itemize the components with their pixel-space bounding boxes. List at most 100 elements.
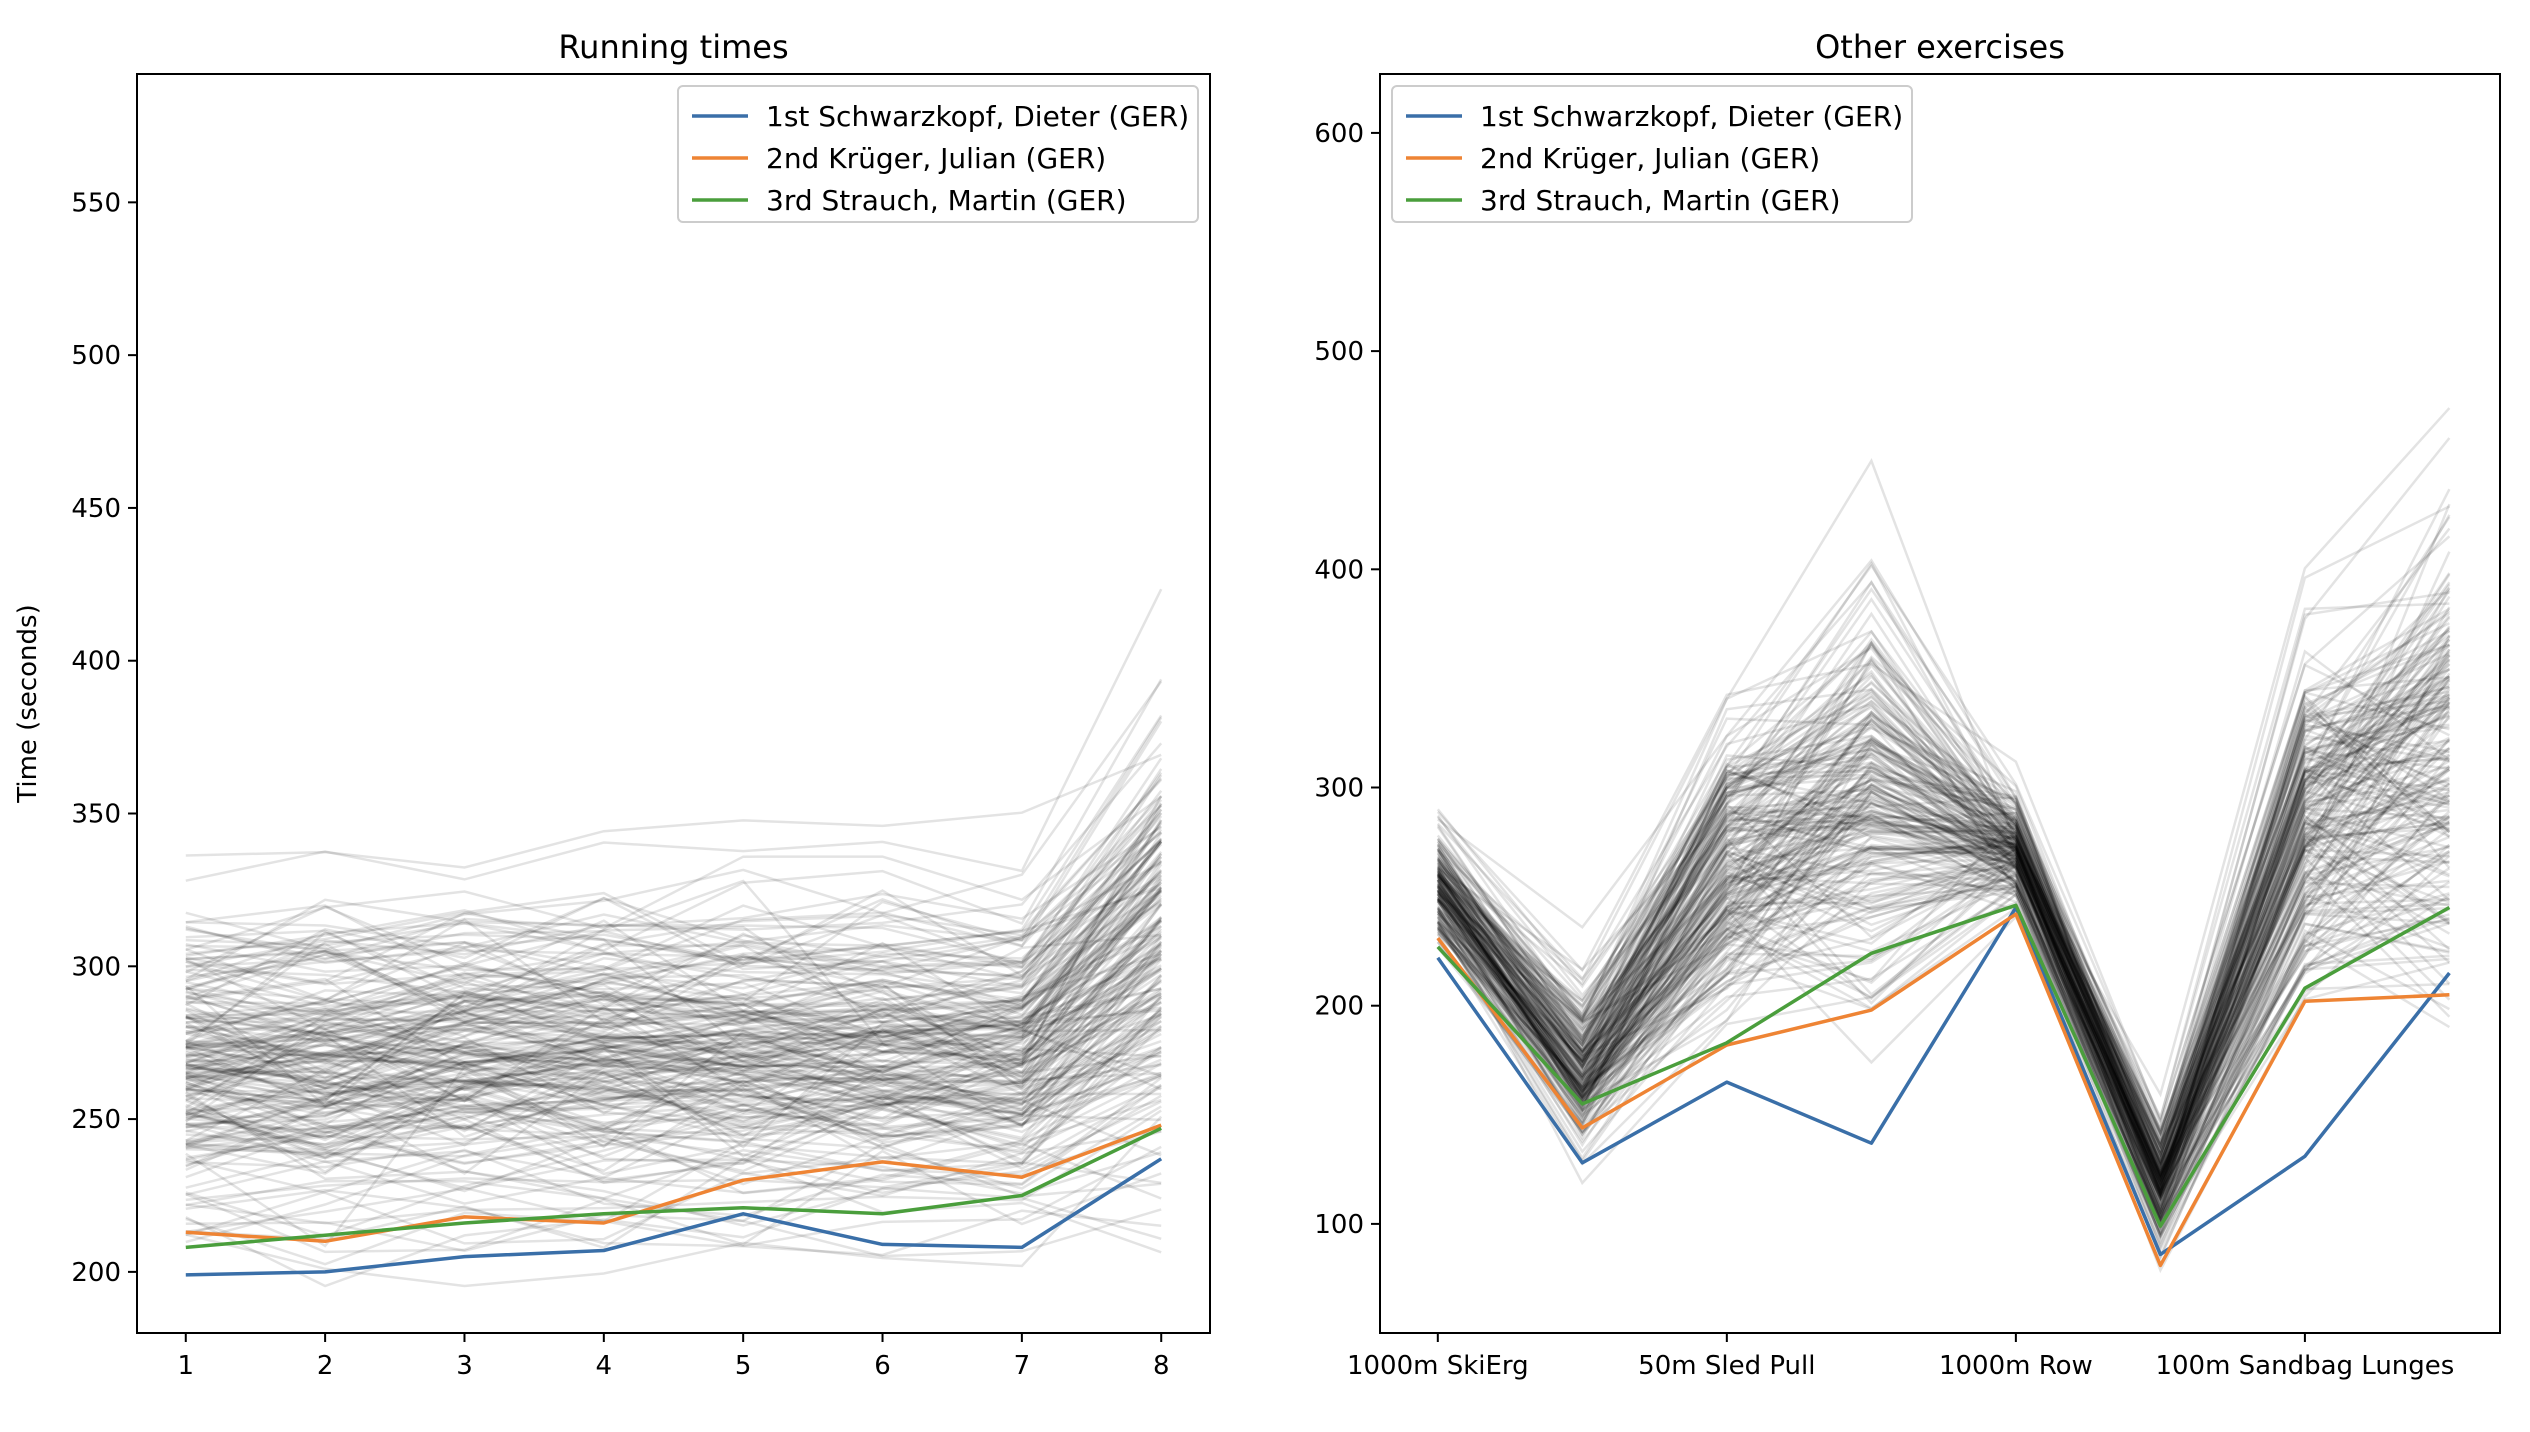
background-series-line [185, 924, 1163, 1072]
series-line-3 [185, 1126, 1162, 1250]
background-series-line [1436, 587, 2451, 1136]
background-series-line [1436, 652, 2450, 1175]
background-series-line [1436, 516, 2451, 1135]
background-series-line [1436, 606, 2451, 1183]
background-series-line [185, 1010, 1162, 1186]
background-series-line [1436, 765, 2451, 1217]
background-series-line [185, 1161, 1162, 1202]
background-series-line [1436, 747, 2451, 1182]
background-series-line [1436, 713, 2450, 1191]
background-series-line [185, 1075, 1162, 1150]
background-series-line [1436, 573, 2451, 1215]
background-series-line [1436, 597, 2451, 1158]
background-series-line [185, 1024, 1162, 1126]
background-series-line [185, 1013, 1162, 1107]
background-series-line [1436, 813, 2451, 1188]
highlighted-lines [185, 1123, 1163, 1277]
background-series-line [185, 1074, 1162, 1173]
background-series-line [185, 819, 1163, 1073]
background-series-line [185, 987, 1162, 1056]
background-series-line [1436, 654, 2451, 1183]
background-series-line [1436, 812, 2451, 1236]
background-series-line [185, 678, 1163, 952]
background-series-line [185, 852, 1163, 1031]
background-series-line [185, 953, 1163, 1107]
background-series-line [1436, 612, 2451, 1198]
background-series-line [185, 958, 1162, 1105]
background-series-line [185, 964, 1162, 1127]
background-series-line [1436, 677, 2451, 1215]
legend-entry: 3rd Strauch, Martin (GER) [1480, 184, 1841, 217]
background-series-line [185, 888, 1163, 1084]
background-series-line [185, 969, 1162, 1098]
legend-box [1391, 85, 1913, 223]
background-series-line [1436, 640, 2450, 1199]
background-series-line [185, 680, 1163, 951]
background-series-line [1436, 727, 2450, 1191]
background-series-line [1436, 668, 2450, 1188]
background-series-line [1436, 700, 2451, 1171]
background-series-line [185, 774, 1163, 1049]
background-series-line [1436, 850, 2450, 1253]
background-series-line [185, 1084, 1162, 1189]
background-series-line [1436, 815, 2451, 1260]
background-series-line [1436, 846, 2450, 1193]
background-series-line [185, 917, 1163, 1085]
background-series-line [185, 932, 1162, 1033]
background-series-line [1436, 602, 2450, 1121]
background-series-line [185, 1073, 1162, 1169]
background-series-line [185, 937, 1162, 1087]
background-series-line [185, 1001, 1162, 1087]
background-series-line [185, 935, 1163, 1131]
background-series-line [185, 1029, 1162, 1109]
background-series-line [185, 1028, 1162, 1155]
background-series-line [185, 841, 1163, 1069]
y-tick-label: 300 [71, 952, 121, 982]
background-series-line [1436, 685, 2450, 1166]
background-series-line [1436, 655, 2450, 1154]
background-series-line [1436, 886, 2450, 1201]
background-series-line [1436, 857, 2450, 1225]
background-series-line [1436, 810, 2450, 1213]
background-series-line [185, 1085, 1162, 1195]
background-series-line [1436, 668, 2450, 1190]
background-series-line [1436, 693, 2451, 1161]
y-tick-label: 100 [1314, 1210, 1364, 1240]
background-series-line [185, 903, 1163, 1108]
background-series-line [185, 799, 1163, 1001]
background-series-line [185, 826, 1162, 960]
legend-entry: 2nd Krüger, Julian (GER) [1480, 142, 1820, 175]
background-series-line [1436, 738, 2451, 1186]
background-series-line [185, 808, 1163, 1012]
background-series-line [1437, 558, 2451, 1170]
background-series-line [185, 1098, 1162, 1193]
background-series-line [1436, 595, 2451, 1157]
y-tick-label: 350 [71, 800, 121, 830]
background-series-line [1436, 629, 2450, 1197]
background-series-line [1436, 700, 2450, 1164]
background-series-line [1436, 634, 2451, 1178]
background-series-line [1436, 773, 2450, 1174]
background-series-line [185, 812, 1163, 1065]
background-series-line [1436, 794, 2450, 1196]
background-series-line [185, 838, 1163, 1025]
background-series-line [185, 889, 1163, 1029]
background-series-line [1436, 818, 2450, 1198]
chart-title: Other exercises [1815, 28, 2065, 66]
background-series-line [1436, 716, 2451, 1171]
background-series-line [185, 804, 1163, 1007]
background-series-line [185, 980, 1162, 1085]
background-series-line [185, 874, 1163, 1105]
background-series-line [1436, 705, 2450, 1181]
background-series-line [1436, 527, 2451, 1133]
background-series-line [185, 1016, 1162, 1139]
background-series-line [185, 840, 1163, 1067]
background-series-line [185, 1029, 1162, 1238]
x-tick-label: 5 [735, 1351, 752, 1381]
background-series-line [1436, 701, 2451, 1187]
legend-box [677, 85, 1199, 223]
y-tick-label: 200 [71, 1258, 121, 1288]
background-series-line [185, 989, 1162, 1131]
background-series-line [1436, 648, 2451, 1193]
background-series-line [1436, 692, 2451, 1235]
